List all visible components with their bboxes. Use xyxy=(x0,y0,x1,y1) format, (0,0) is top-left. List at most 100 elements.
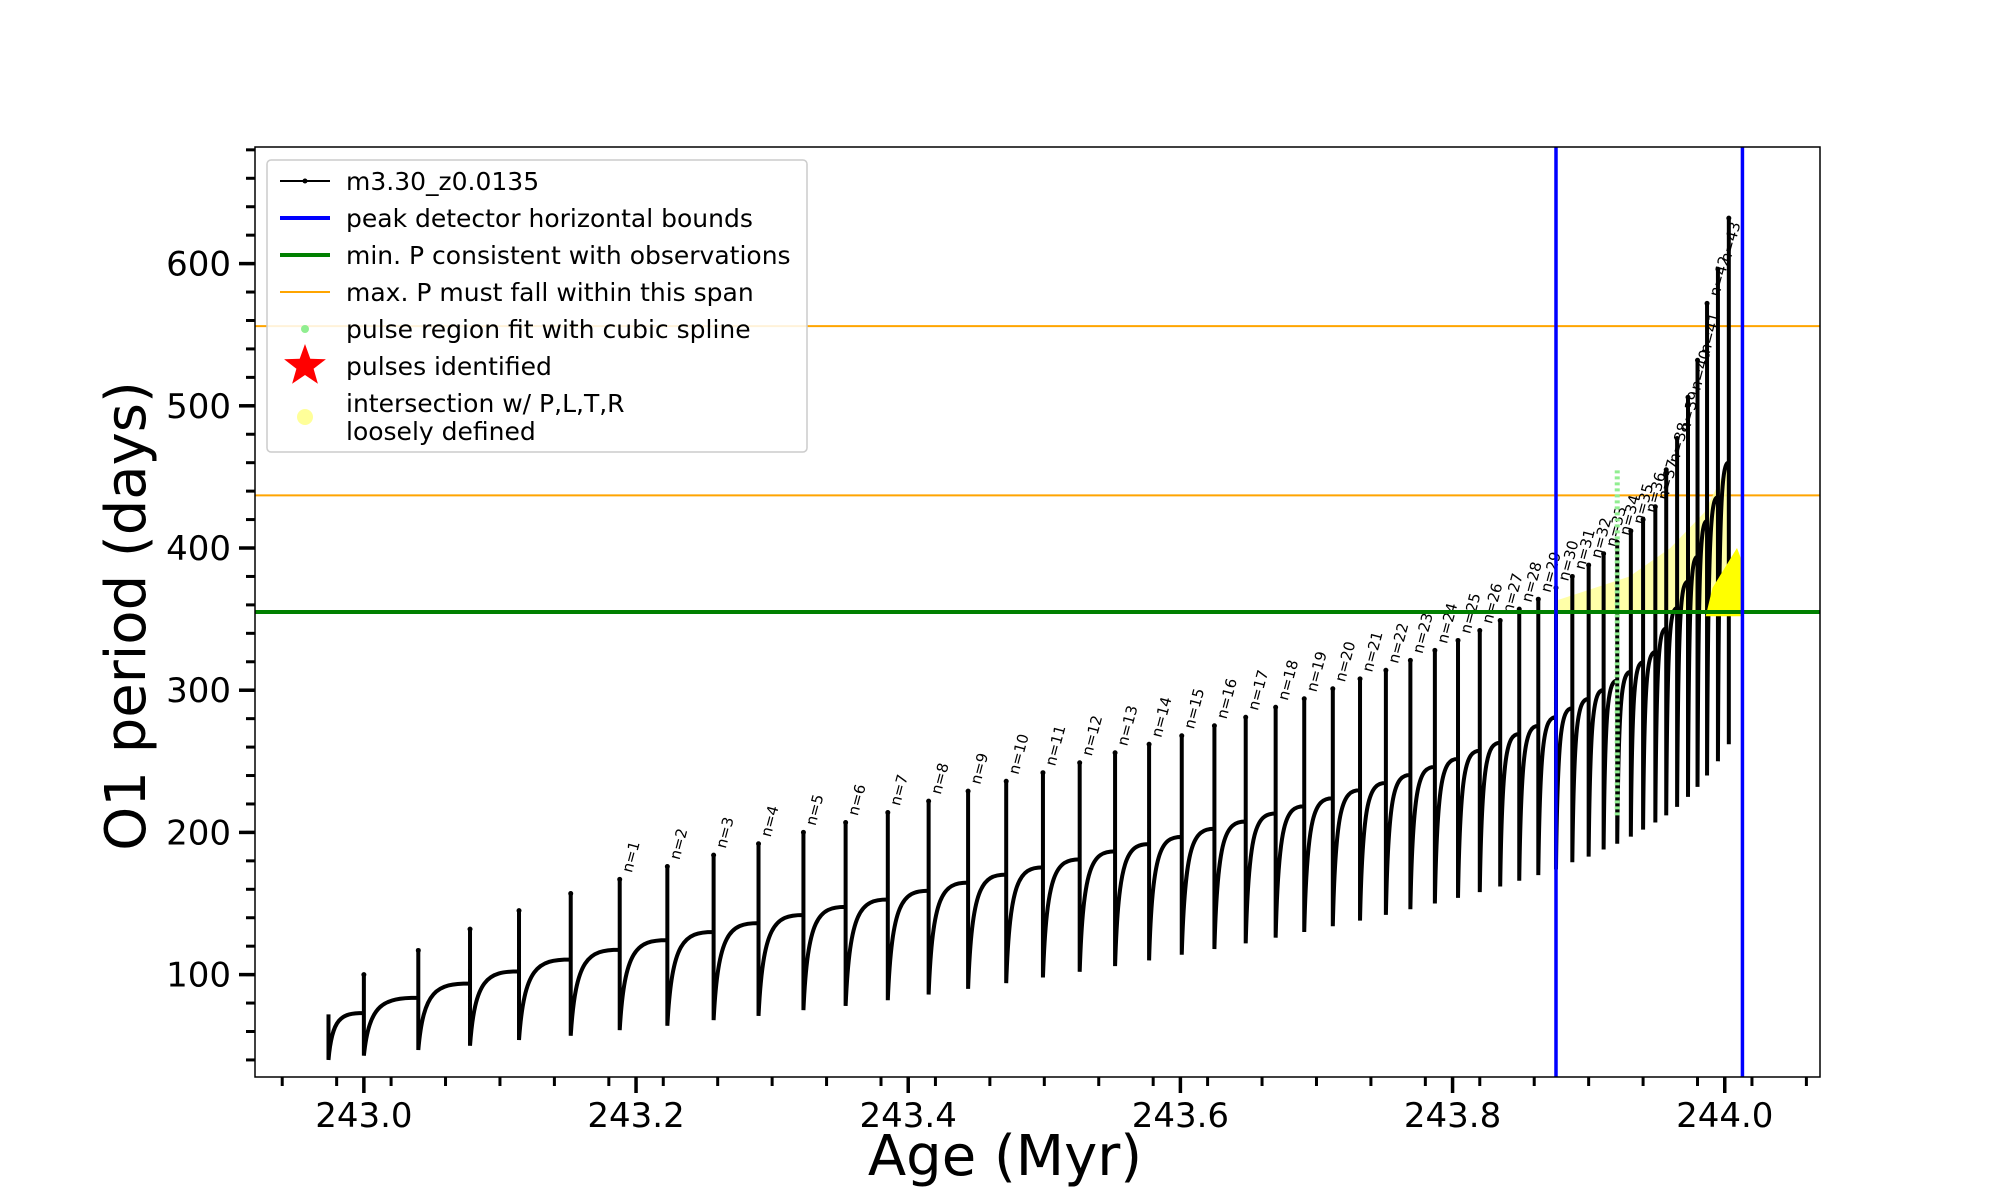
pulse-peak-point xyxy=(568,891,574,897)
pulse-peak-point xyxy=(926,798,932,804)
pulse-label: n=43 xyxy=(1716,220,1744,264)
plot-frame xyxy=(254,146,1821,1078)
legend-label: pulses identified xyxy=(346,352,552,381)
x-tick-label: 243.6 xyxy=(1132,1096,1229,1136)
pulse-peak-point xyxy=(1179,733,1185,739)
pulse-peak-point xyxy=(1455,637,1461,643)
pulse-peak-point xyxy=(1040,770,1046,776)
pulse-peak-point xyxy=(1569,573,1575,579)
pulse-peak-point xyxy=(1330,686,1336,692)
x-tick-label: 243.0 xyxy=(315,1096,412,1136)
pulse-peak-point xyxy=(1357,676,1363,682)
pulse-peak-point xyxy=(1383,667,1389,673)
pulse-peak-point xyxy=(1715,266,1721,272)
pulse-peak-point xyxy=(1407,657,1413,663)
pulse-label: n=17 xyxy=(1244,668,1272,712)
x-tick-label: 243.8 xyxy=(1404,1096,1501,1136)
legend-label: peak detector horizontal bounds xyxy=(346,204,753,233)
pulse-label: n=18 xyxy=(1274,658,1302,702)
pulse-label: n=16 xyxy=(1213,676,1241,720)
legend-label: loosely defined xyxy=(346,417,536,446)
series-line-m3.30_z0.0135 xyxy=(326,218,1731,1061)
x-tick-label: 243.4 xyxy=(860,1096,957,1136)
pulse-peak-point xyxy=(843,819,849,825)
intersection-defined-region xyxy=(1705,548,1743,617)
pulse-peak-point xyxy=(1477,627,1483,633)
pulse-label: n=6 xyxy=(844,782,870,817)
pulse-label: n=5 xyxy=(802,792,828,827)
pulse-label: n=14 xyxy=(1148,695,1176,739)
pulse-label: n=23 xyxy=(1409,611,1437,655)
legend-label: m3.30_z0.0135 xyxy=(346,167,539,196)
pulse-peak-point xyxy=(1652,504,1658,510)
pulse-label: n=20 xyxy=(1331,639,1359,683)
pulse-peak-point xyxy=(1112,750,1118,756)
pulse-peak-point xyxy=(1211,723,1217,729)
pulse-label: n=21 xyxy=(1359,629,1387,673)
y-axis-label: O1 period (days) xyxy=(94,381,159,851)
intersection-loose-region xyxy=(1555,462,1729,612)
pulse-peak-point xyxy=(467,926,473,932)
pulse-peak-point xyxy=(1497,618,1503,624)
pulse-label: n=3 xyxy=(712,815,738,850)
pulse-peak-point xyxy=(965,788,971,794)
legend-label: pulse region fit with cubic spline xyxy=(346,315,751,344)
pulse-label: n=7 xyxy=(886,772,912,807)
pulse-label: n=8 xyxy=(927,761,953,796)
pulse-label: n=10 xyxy=(1005,732,1033,776)
x-tick-label: 244.0 xyxy=(1676,1096,1773,1136)
pulse-peak-point xyxy=(1273,704,1279,710)
pulse-peak-point xyxy=(1695,357,1701,363)
pulse-peak-point xyxy=(1586,562,1592,568)
y-tick-label: 600 xyxy=(166,245,231,285)
pulse-label: n=2 xyxy=(666,826,692,861)
legend-box xyxy=(266,159,808,453)
pulse-peak-point xyxy=(1674,436,1680,442)
pulse-peak-point xyxy=(1077,760,1083,766)
pulse-peak-point xyxy=(1243,714,1249,720)
pulse-peak-point xyxy=(1704,300,1710,306)
legend-swatch-star-icon xyxy=(284,344,326,384)
pulse-peak-point xyxy=(1601,551,1607,557)
pulse-peak-point xyxy=(1301,696,1307,702)
pulse-label: n=15 xyxy=(1180,686,1208,730)
y-tick-label: 500 xyxy=(166,387,231,427)
pulse-peak-point xyxy=(1726,215,1732,221)
legend-swatch-dot xyxy=(301,325,309,333)
pulse-label: n=19 xyxy=(1303,649,1331,693)
pulse-peak-point xyxy=(516,908,522,914)
pulse-peak-point xyxy=(1685,394,1691,400)
y-tick-label: 400 xyxy=(166,529,231,569)
pulse-peak-point xyxy=(1003,778,1009,784)
pulse-peak-point xyxy=(1535,596,1541,602)
pulse-peak-point xyxy=(1640,517,1646,523)
pulse-peak-point xyxy=(1628,528,1634,534)
y-tick-label: 300 xyxy=(166,671,231,711)
pulse-peak-point xyxy=(361,972,367,978)
pulse-label: n=9 xyxy=(967,751,993,786)
pulse-peak-point xyxy=(756,841,762,847)
legend-label: max. P must fall within this span xyxy=(346,278,754,307)
pulse-label: n=11 xyxy=(1041,723,1069,767)
legend-swatch-dot xyxy=(297,409,313,425)
pulse-label: n=22 xyxy=(1384,621,1412,665)
y-tick-label: 200 xyxy=(166,813,231,853)
x-axis-label: Age (Myr) xyxy=(868,1124,1142,1189)
pulse-peak-point xyxy=(415,947,421,953)
pulse-label: n=12 xyxy=(1078,713,1106,757)
pulse-peak-point xyxy=(1432,647,1438,653)
pulse-label: n=13 xyxy=(1114,703,1142,747)
y-tick-label: 100 xyxy=(166,956,231,996)
pulse-label: n=4 xyxy=(757,804,783,839)
pulse-label: n=1 xyxy=(618,839,644,874)
pulse-peak-point xyxy=(617,876,623,882)
x-tick-label: 243.2 xyxy=(587,1096,684,1136)
legend-swatch-dot xyxy=(302,178,308,184)
legend-label: intersection w/ P,L,T,R xyxy=(346,389,625,418)
pulse-peak-point xyxy=(711,852,717,858)
pulse-peak-point xyxy=(1146,741,1152,747)
pulse-peak-point xyxy=(885,810,891,816)
legend-label: min. P consistent with observations xyxy=(346,241,791,270)
